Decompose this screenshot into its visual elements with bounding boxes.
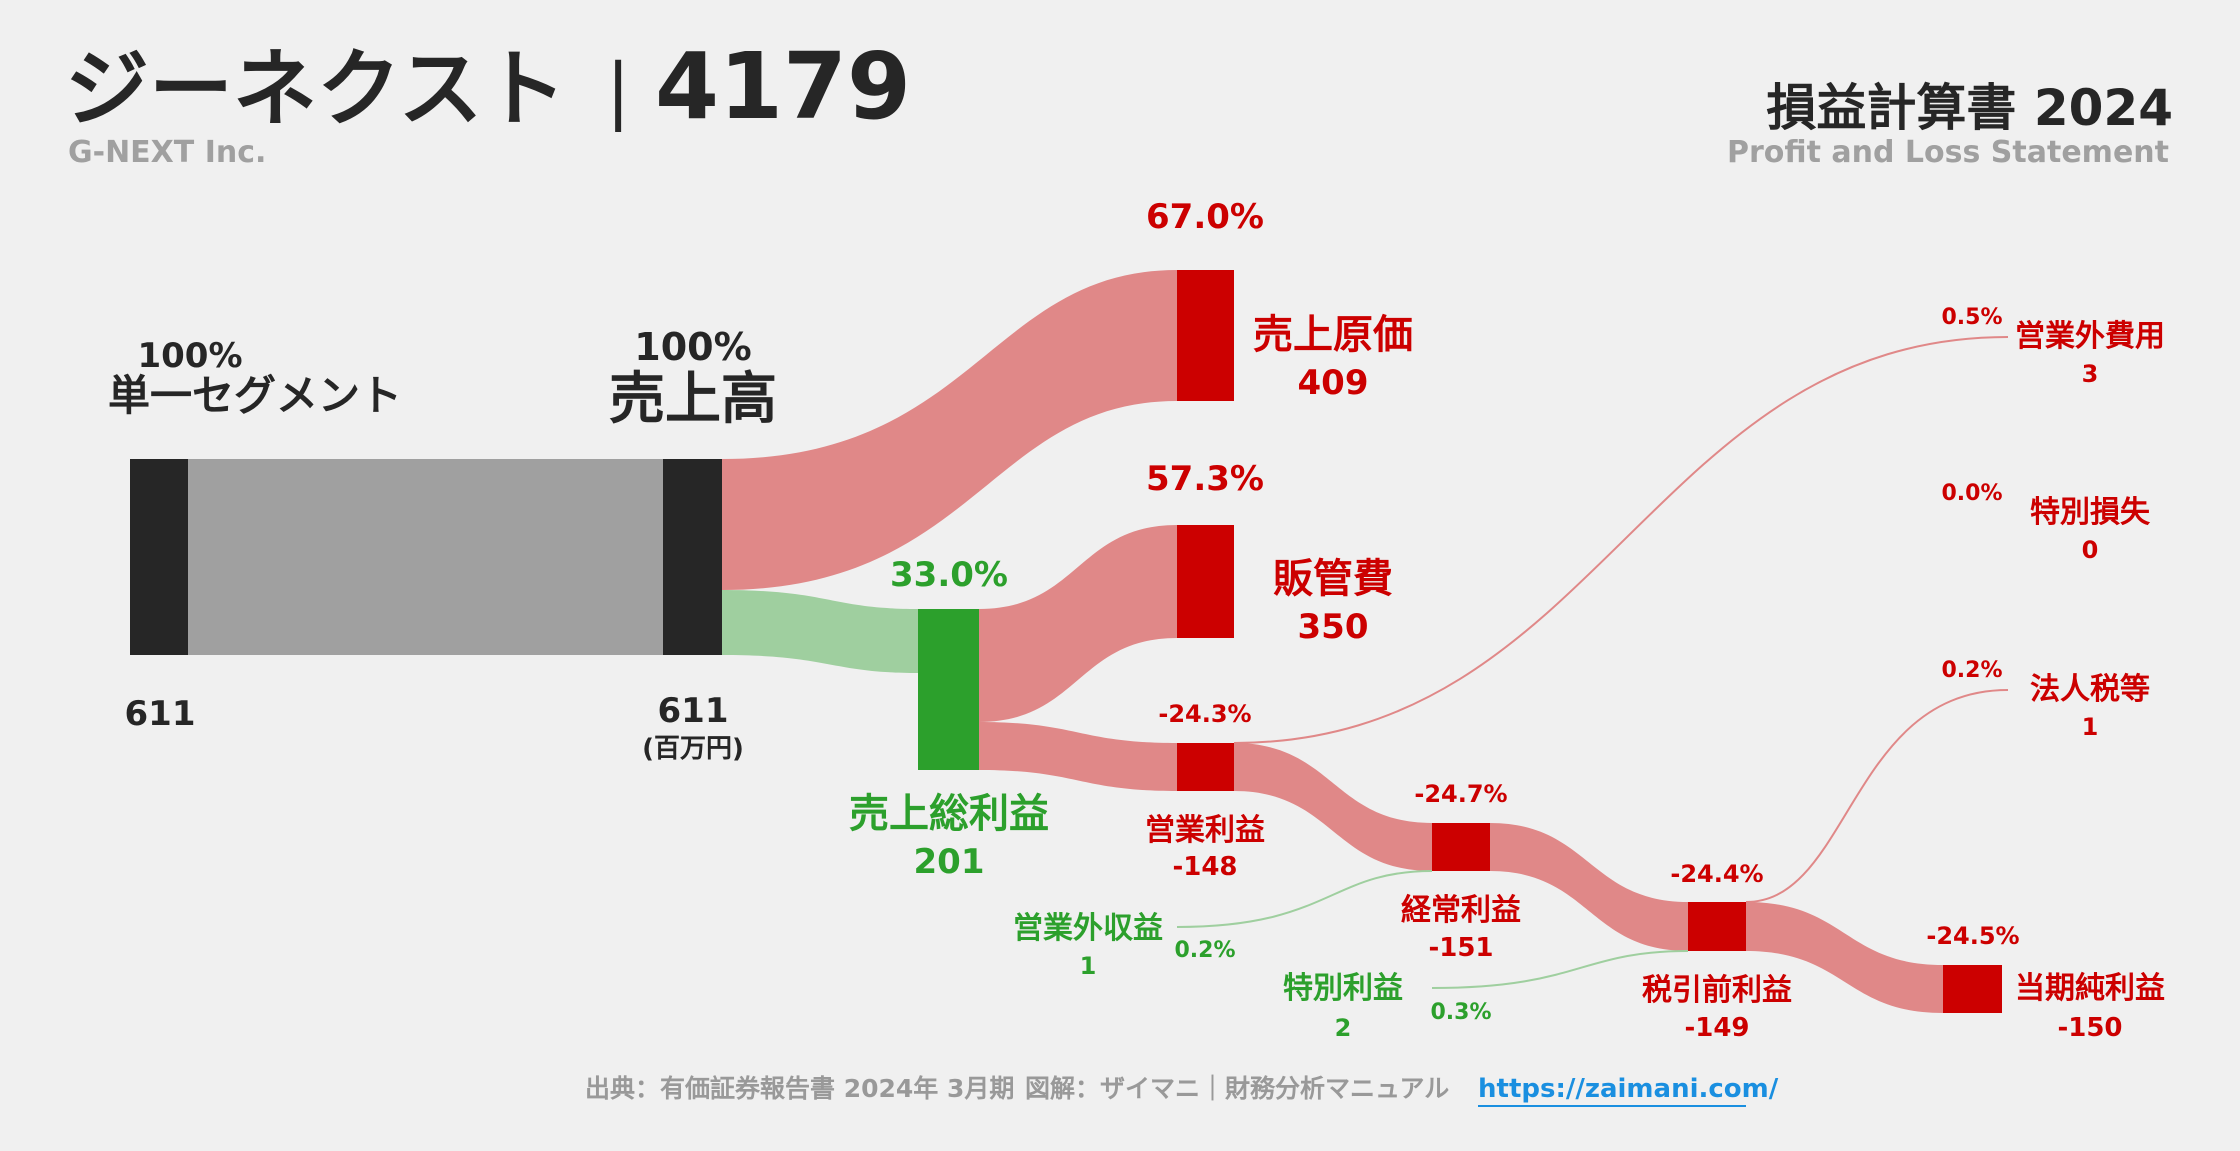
footer-url[interactable]: https://zaimani.com/ [1478, 1074, 1779, 1104]
node-operating-profit [1177, 743, 1234, 791]
report-title: 損益計算書 2024 [1766, 79, 2173, 137]
title-separator: | [606, 48, 630, 133]
link-op-ordinary [1234, 743, 1432, 871]
link-gross-sga [979, 525, 1177, 722]
footer-credit: 図解：ザイマニ｜財務分析マニュアル [1025, 1074, 1449, 1103]
stock-code: 4179 [655, 33, 911, 140]
revenue-name: 売上高 [609, 367, 777, 432]
nonop-inc-pct: 0.2% [1174, 938, 1235, 963]
revenue-value: 611 [658, 691, 729, 731]
revenue-pct: 100% [634, 325, 751, 369]
tax-value: 1 [2082, 713, 2099, 741]
net-name: 当期純利益 [2015, 971, 2165, 1006]
link-ordinary-pretax [1490, 823, 1688, 951]
nonop-inc-value: 1 [1080, 952, 1097, 980]
special-gain-name: 特別利益 [1283, 971, 1403, 1006]
ordinary-pct: -24.7% [1414, 780, 1507, 808]
nonop-exp-value: 3 [2082, 360, 2099, 388]
node-pretax-profit [1688, 902, 1746, 951]
unit-label: (百万円) [642, 734, 744, 764]
net-pct: -24.5% [1926, 922, 2019, 950]
company-name-en: G-NEXT Inc. [68, 135, 266, 170]
cogs-value: 409 [1298, 363, 1369, 403]
ordinary-value: -151 [1428, 933, 1493, 963]
node-revenue [663, 459, 722, 655]
segment-value: 611 [125, 694, 196, 734]
link-op-nonop-expense [1233, 336, 2009, 744]
link-special-gain-pretax [1431, 950, 1689, 989]
ordinary-name: 経常利益 [1401, 893, 1521, 928]
sankey-nodes [130, 270, 2002, 1013]
net-value: -150 [2057, 1013, 2122, 1043]
node-gross-profit [918, 609, 979, 770]
cogs-pct: 67.0% [1146, 197, 1264, 237]
node-ordinary-profit [1432, 823, 1490, 871]
sga-pct: 57.3% [1146, 459, 1264, 499]
special-gain-value: 2 [1335, 1014, 1352, 1042]
gross-name: 売上総利益 [849, 791, 1049, 837]
op-value: -148 [1172, 852, 1237, 882]
node-segment [130, 459, 188, 655]
tax-pct: 0.2% [1941, 658, 2002, 683]
special-loss-name: 特別損失 [2030, 495, 2151, 530]
special-loss-pct: 0.0% [1941, 481, 2002, 506]
link-segment-revenue [188, 459, 663, 655]
op-pct: -24.3% [1158, 700, 1251, 728]
link-gross-op [979, 722, 1177, 791]
special-loss-value: 0 [2082, 536, 2099, 564]
report-subtitle: Profit and Loss Statement [1727, 135, 2169, 170]
node-net-profit [1943, 965, 2002, 1013]
link-revenue-gross [722, 590, 918, 673]
footer-source: 出典：有価証券報告書 2024年 3月期 [585, 1074, 1014, 1103]
special-gain-pct: 0.3% [1430, 1000, 1491, 1025]
pretax-pct: -24.4% [1670, 860, 1763, 888]
company-name: ジーネクスト [65, 40, 566, 138]
sankey-labels: 100% 単一セグメント 611 100% 売上高 611 (百万円) 67.0… [108, 197, 2165, 1043]
link-revenue-cogs [722, 270, 1177, 590]
pretax-name: 税引前利益 [1642, 973, 1792, 1008]
nonop-exp-name: 営業外費用 [2015, 319, 2165, 354]
node-sga [1177, 525, 1234, 638]
tax-name: 法人税等 [2030, 672, 2150, 707]
pretax-value: -149 [1684, 1013, 1749, 1043]
segment-name: 単一セグメント [108, 371, 402, 420]
nonop-exp-pct: 0.5% [1941, 305, 2002, 330]
sga-value: 350 [1298, 607, 1369, 647]
sga-name: 販管費 [1273, 556, 1393, 602]
node-cogs [1177, 270, 1234, 401]
op-name: 営業利益 [1145, 813, 1265, 848]
segment-pct: 100% [137, 336, 242, 376]
link-pretax-tax [1745, 689, 2009, 903]
cogs-name: 売上原価 [1253, 312, 1413, 358]
gross-value: 201 [914, 842, 985, 882]
link-pretax-net [1746, 902, 1943, 1013]
nonop-inc-name: 営業外収益 [1013, 911, 1163, 946]
gross-pct: 33.0% [890, 555, 1008, 595]
link-nonop-income-ordinary [1176, 870, 1433, 928]
sankey-links [188, 270, 2009, 1013]
